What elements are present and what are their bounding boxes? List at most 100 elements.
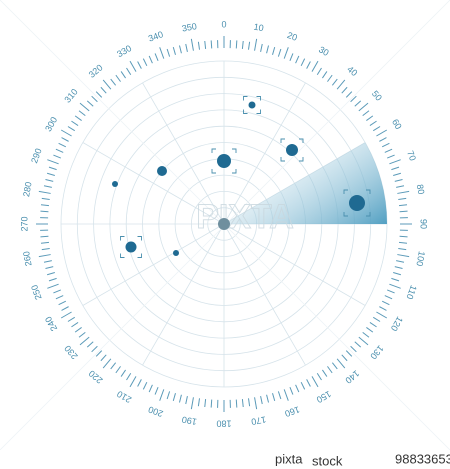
- tick: [247, 398, 251, 407]
- tick: [53, 154, 62, 159]
- bearing-label: 40: [345, 64, 359, 78]
- tick: [67, 316, 76, 322]
- target: [173, 250, 179, 256]
- tick: [295, 55, 300, 64]
- target: [217, 154, 231, 168]
- tick: [350, 345, 357, 353]
- bearing-label: 100: [414, 250, 426, 267]
- tick: [266, 394, 269, 403]
- tick: [58, 300, 67, 306]
- tick: [60, 129, 72, 137]
- tick: [260, 396, 263, 405]
- tick: [366, 115, 374, 121]
- tick: [241, 398, 244, 408]
- tick: [166, 48, 171, 57]
- tick: [376, 311, 388, 319]
- target: [157, 166, 167, 176]
- tick: [399, 210, 408, 213]
- tick: [345, 350, 353, 357]
- tick: [110, 362, 117, 370]
- tick: [295, 384, 300, 393]
- spoke: [142, 82, 225, 225]
- tick: [197, 41, 201, 50]
- tick: [235, 40, 238, 49]
- tick: [172, 46, 176, 55]
- tick: [137, 61, 142, 69]
- tick: [148, 55, 153, 64]
- tick: [372, 316, 381, 322]
- bearing-label: 310: [62, 87, 79, 105]
- tick: [397, 254, 410, 258]
- tick: [389, 159, 401, 165]
- tick: [379, 137, 387, 142]
- tick: [190, 38, 194, 51]
- tick: [40, 241, 50, 244]
- bearing-label: 270: [19, 216, 29, 231]
- bearing-label: 250: [29, 284, 44, 302]
- tick: [61, 306, 69, 311]
- tick: [137, 379, 142, 387]
- tick: [341, 354, 348, 362]
- tick-ring: [36, 36, 412, 412]
- bearing-label: 260: [21, 250, 33, 267]
- tick: [381, 142, 390, 148]
- tick: [306, 61, 311, 69]
- bearing-label: 210: [115, 389, 133, 405]
- target: [248, 101, 256, 109]
- bearing-label: 290: [29, 147, 44, 165]
- tick: [74, 327, 82, 333]
- tick: [336, 79, 346, 90]
- tick: [38, 190, 51, 194]
- tick: [366, 327, 374, 333]
- tick: [100, 354, 107, 362]
- tick: [345, 91, 353, 98]
- center: [218, 218, 230, 230]
- tick: [67, 126, 76, 132]
- tick: [391, 166, 400, 171]
- tick: [322, 71, 328, 79]
- tick: [311, 60, 319, 72]
- tick: [289, 53, 294, 62]
- tick: [322, 369, 328, 377]
- tick: [316, 67, 322, 76]
- tick: [277, 48, 282, 57]
- tick: [197, 398, 201, 407]
- bearing-label: 300: [43, 115, 59, 133]
- tick: [300, 381, 306, 390]
- tick: [399, 235, 408, 238]
- tick: [306, 379, 311, 387]
- tick: [327, 74, 333, 82]
- tick: [115, 74, 121, 82]
- tick: [362, 331, 370, 338]
- tick: [350, 95, 357, 103]
- bearing-label: 190: [181, 414, 198, 426]
- tick: [384, 148, 393, 153]
- tick: [210, 399, 213, 408]
- spoke: [223, 82, 306, 225]
- tick: [386, 154, 395, 159]
- tick: [126, 67, 132, 76]
- tick: [354, 100, 362, 107]
- spoke: [223, 223, 306, 366]
- target: [125, 241, 137, 253]
- tick: [369, 120, 377, 126]
- tick: [40, 204, 50, 207]
- bearing-label: 30: [317, 44, 331, 58]
- tick: [91, 95, 98, 103]
- tick: [40, 210, 49, 213]
- tick: [71, 322, 79, 328]
- tick: [369, 322, 377, 328]
- bearing-label: 0: [221, 19, 226, 29]
- tick: [210, 40, 213, 49]
- tick: [311, 376, 319, 388]
- tick: [379, 306, 387, 311]
- tick: [142, 381, 148, 390]
- bearing-label: 340: [147, 29, 165, 44]
- tick: [235, 399, 238, 408]
- tick: [148, 384, 153, 393]
- tick: [185, 396, 188, 405]
- tick: [40, 235, 49, 238]
- tick: [129, 376, 137, 388]
- tick: [78, 110, 86, 117]
